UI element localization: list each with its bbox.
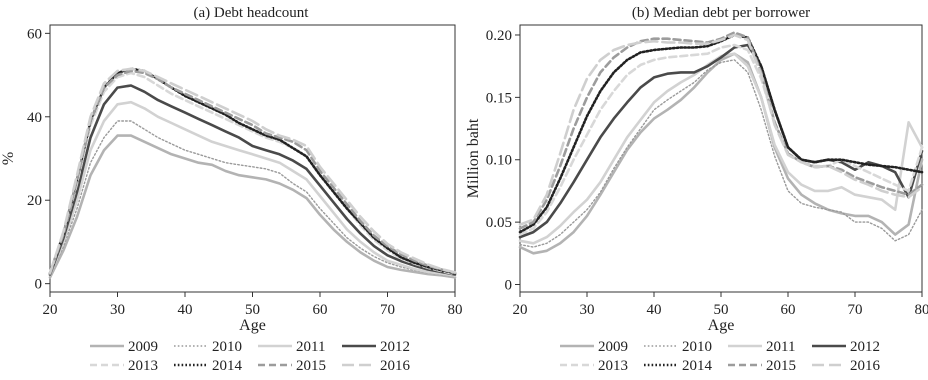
y-tick-label: 20: [27, 193, 42, 209]
y-tick-label: 60: [27, 26, 42, 42]
series-line-2009: [48, 134, 457, 279]
series-line-2010: [49, 120, 456, 278]
series-line-2013: [518, 43, 924, 236]
legend-label-2010: 2010: [212, 339, 242, 355]
y-axis-label: Million baht: [465, 118, 482, 198]
legend-label-2011: 2011: [766, 339, 795, 355]
series-line-2013: [48, 71, 457, 276]
series-line-2016: [48, 67, 457, 275]
x-axis-label: Age: [239, 317, 266, 334]
x-tick-label: 50: [245, 302, 260, 318]
legend-label-2012: 2012: [380, 339, 410, 355]
x-tick-label: 80: [448, 302, 463, 318]
x-tick-label: 50: [714, 302, 729, 318]
x-tick-label: 20: [513, 302, 528, 318]
legend-label-2012: 2012: [850, 339, 880, 355]
legend: 2009 2010 2011 2012 2013 2014 2015 2016: [560, 339, 881, 374]
x-tick-label: 40: [647, 302, 662, 318]
x-tick-label: 70: [848, 302, 863, 318]
legend-label-2015: 2015: [766, 358, 796, 374]
y-tick-label: 0.10: [486, 153, 512, 169]
legend-label-2015: 2015: [296, 358, 326, 374]
series-line-2014: [518, 33, 924, 234]
series-line-2011: [48, 100, 457, 278]
legend-label-2009: 2009: [128, 339, 158, 355]
chart-title: (b) Median debt per borrower: [632, 5, 810, 21]
x-tick-label: 30: [110, 302, 125, 318]
series-line-2014: [48, 67, 457, 275]
chart-title: (a) Debt headcount: [194, 5, 310, 21]
x-tick-label: 60: [781, 302, 796, 318]
plot-frame: [519, 24, 923, 293]
y-tick-label: 0: [505, 278, 513, 294]
legend: 2009 2010 2011 2012 2013 2014 2015 2016: [90, 339, 411, 374]
x-tick-label: 20: [43, 302, 58, 318]
x-tick-label: 30: [580, 302, 595, 318]
series-line-2016: [518, 33, 924, 226]
x-tick-label: 80: [915, 302, 928, 318]
legend-label-2014: 2014: [212, 358, 243, 374]
series-line-2010: [519, 59, 923, 248]
legend-label-2013: 2013: [598, 358, 628, 374]
y-tick-label: 0.20: [486, 28, 512, 44]
series-line-2012: [48, 84, 457, 276]
legend-label-2011: 2011: [296, 339, 325, 355]
series-line-2009: [518, 52, 924, 255]
y-axis-label: %: [0, 152, 17, 165]
chart-panel-b: (b) Median debt per borrower 20 30 40 50 60 70…: [465, 5, 928, 374]
y-tick-label: 40: [27, 110, 42, 126]
legend-label-2016: 2016: [380, 358, 411, 374]
legend-label-2014: 2014: [682, 358, 713, 374]
x-axis-label: Age: [708, 317, 735, 334]
legend-label-2016: 2016: [850, 358, 881, 374]
series-line-2012: [518, 43, 924, 239]
legend-label-2009: 2009: [598, 339, 628, 355]
series-line-2015: [48, 69, 457, 275]
legend-label-2010: 2010: [682, 339, 712, 355]
y-tick-label: 0.05: [486, 215, 512, 231]
legend-label-2013: 2013: [128, 358, 158, 374]
x-tick-label: 70: [380, 302, 395, 318]
y-tick-label: 0.15: [486, 90, 512, 106]
x-tick-label: 40: [178, 302, 193, 318]
x-tick-label: 60: [313, 302, 328, 318]
y-tick-label: 0: [35, 277, 43, 293]
